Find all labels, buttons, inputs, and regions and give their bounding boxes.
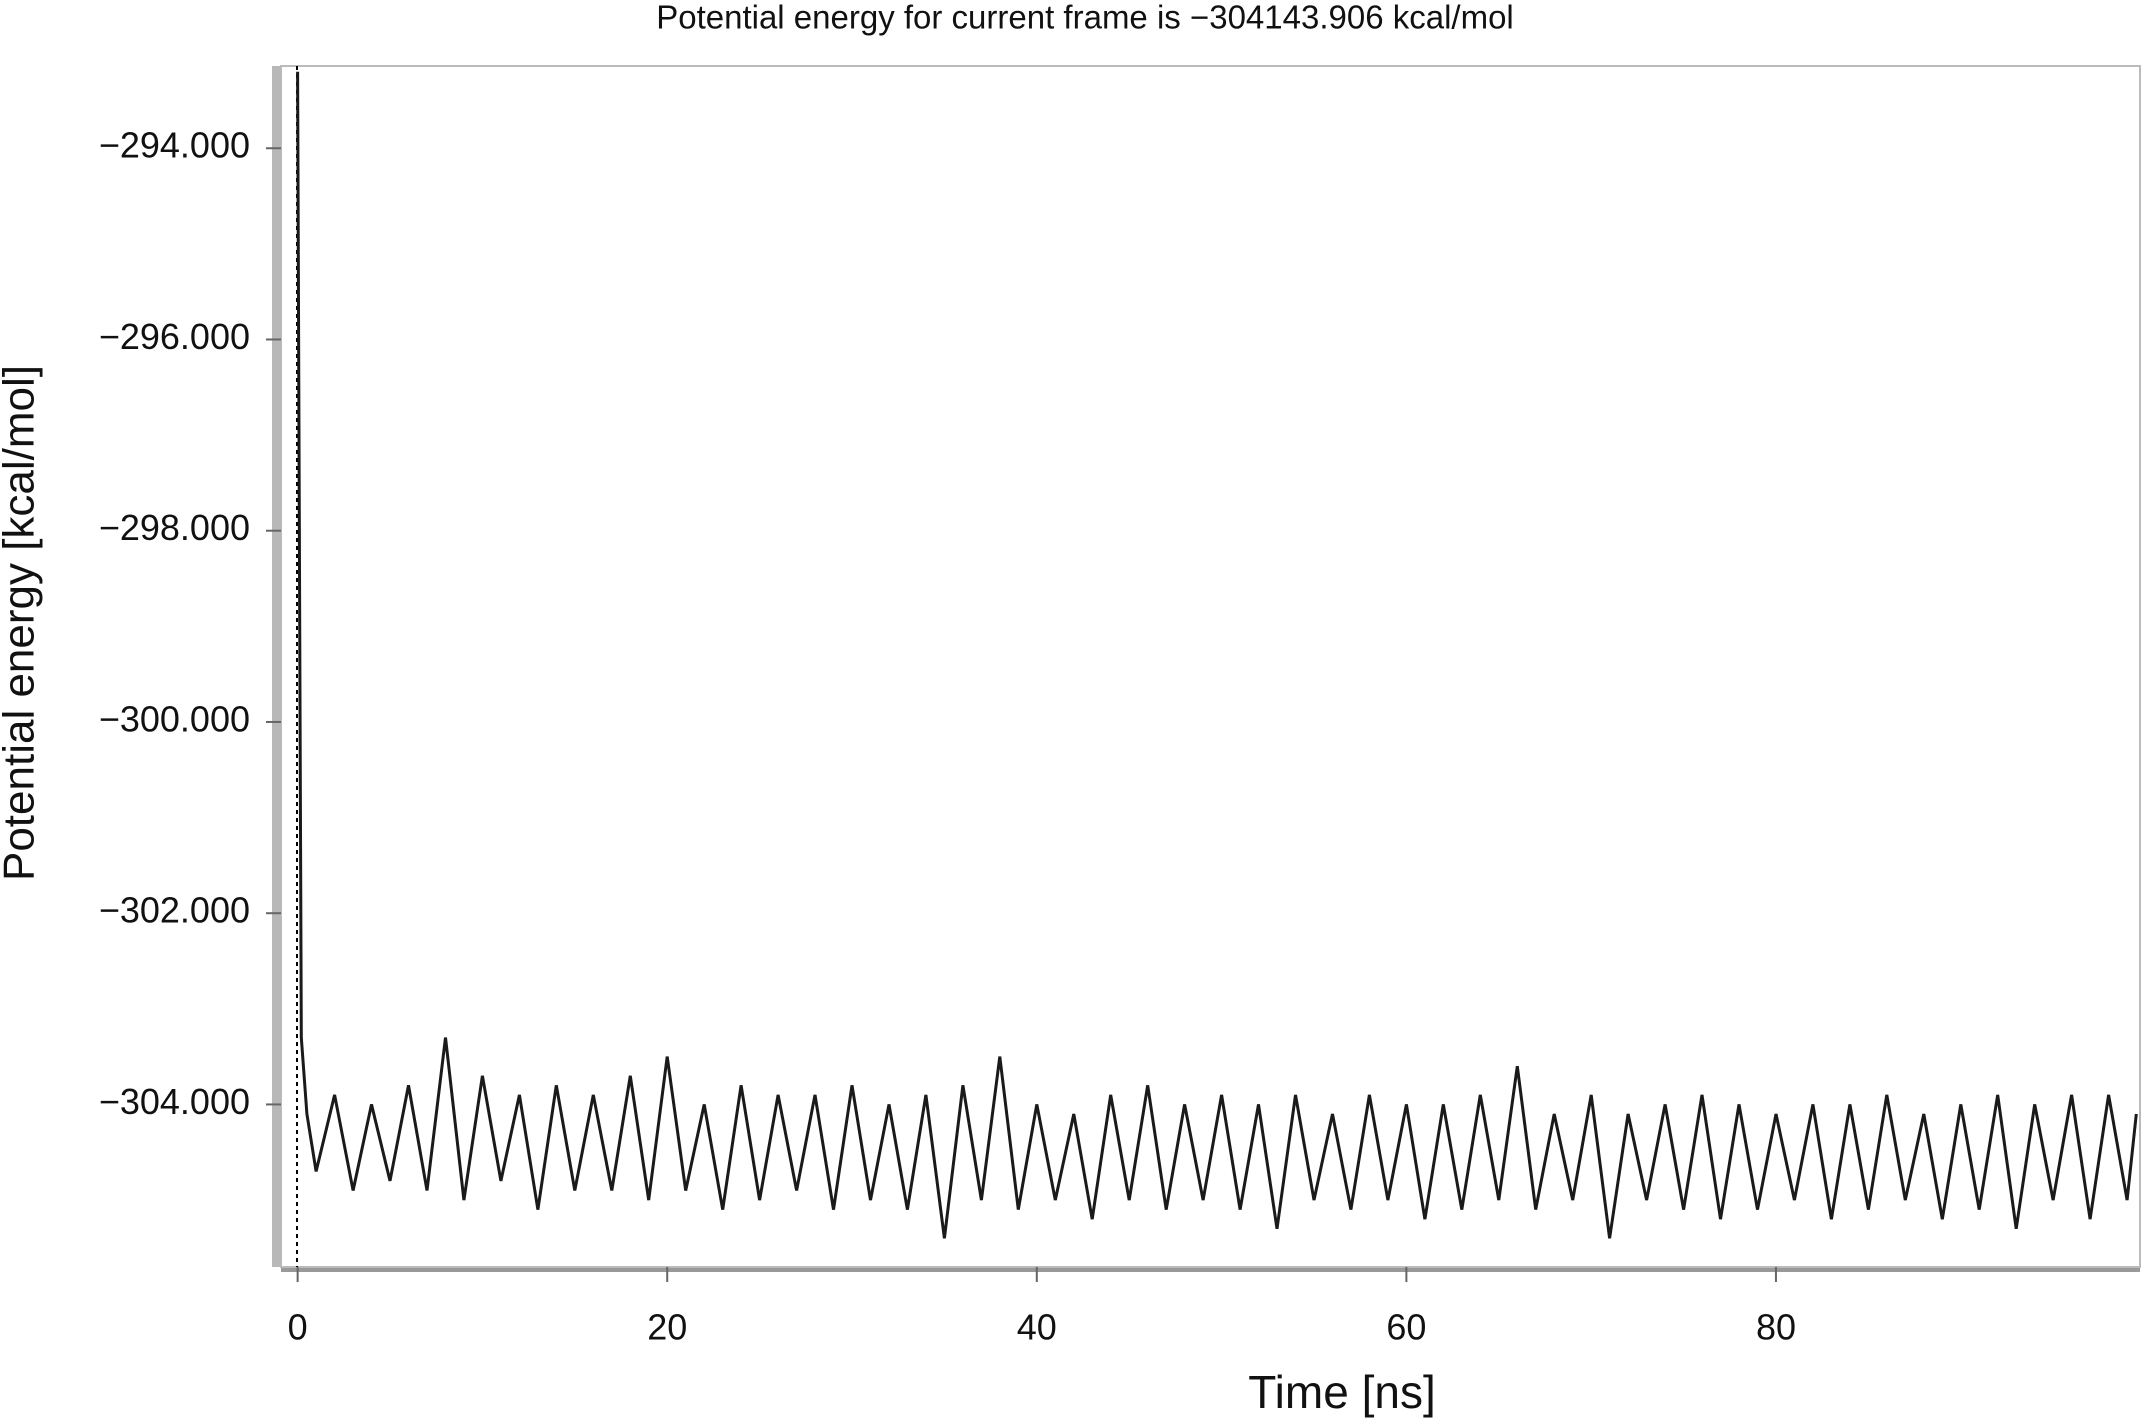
- y-tick-label: −296.000: [99, 316, 250, 357]
- y-tick-label: −300.000: [99, 698, 250, 739]
- y-axis-label: Potential energy [kcal/mol]: [0, 365, 44, 881]
- x-tick-label: 20: [647, 1307, 687, 1348]
- x-axis-label: Time [ns]: [1248, 1366, 1435, 1418]
- y-tick-label: −304.000: [99, 1081, 250, 1122]
- plot-frame: [280, 65, 2141, 1268]
- chart-title: Potential energy for current frame is −3…: [656, 0, 1514, 36]
- y-tick-label: −298.000: [99, 507, 250, 548]
- x-tick-label: 40: [1017, 1307, 1057, 1348]
- y-axis-bar: [272, 66, 281, 1267]
- y-tick-label: −302.000: [99, 890, 250, 931]
- energy-line: [296, 71, 2138, 1239]
- x-tick-label: 80: [1756, 1307, 1796, 1348]
- x-tick-label: 60: [1386, 1307, 1426, 1348]
- x-tick-label: 0: [288, 1307, 308, 1348]
- y-tick-label: −294.000: [99, 125, 250, 166]
